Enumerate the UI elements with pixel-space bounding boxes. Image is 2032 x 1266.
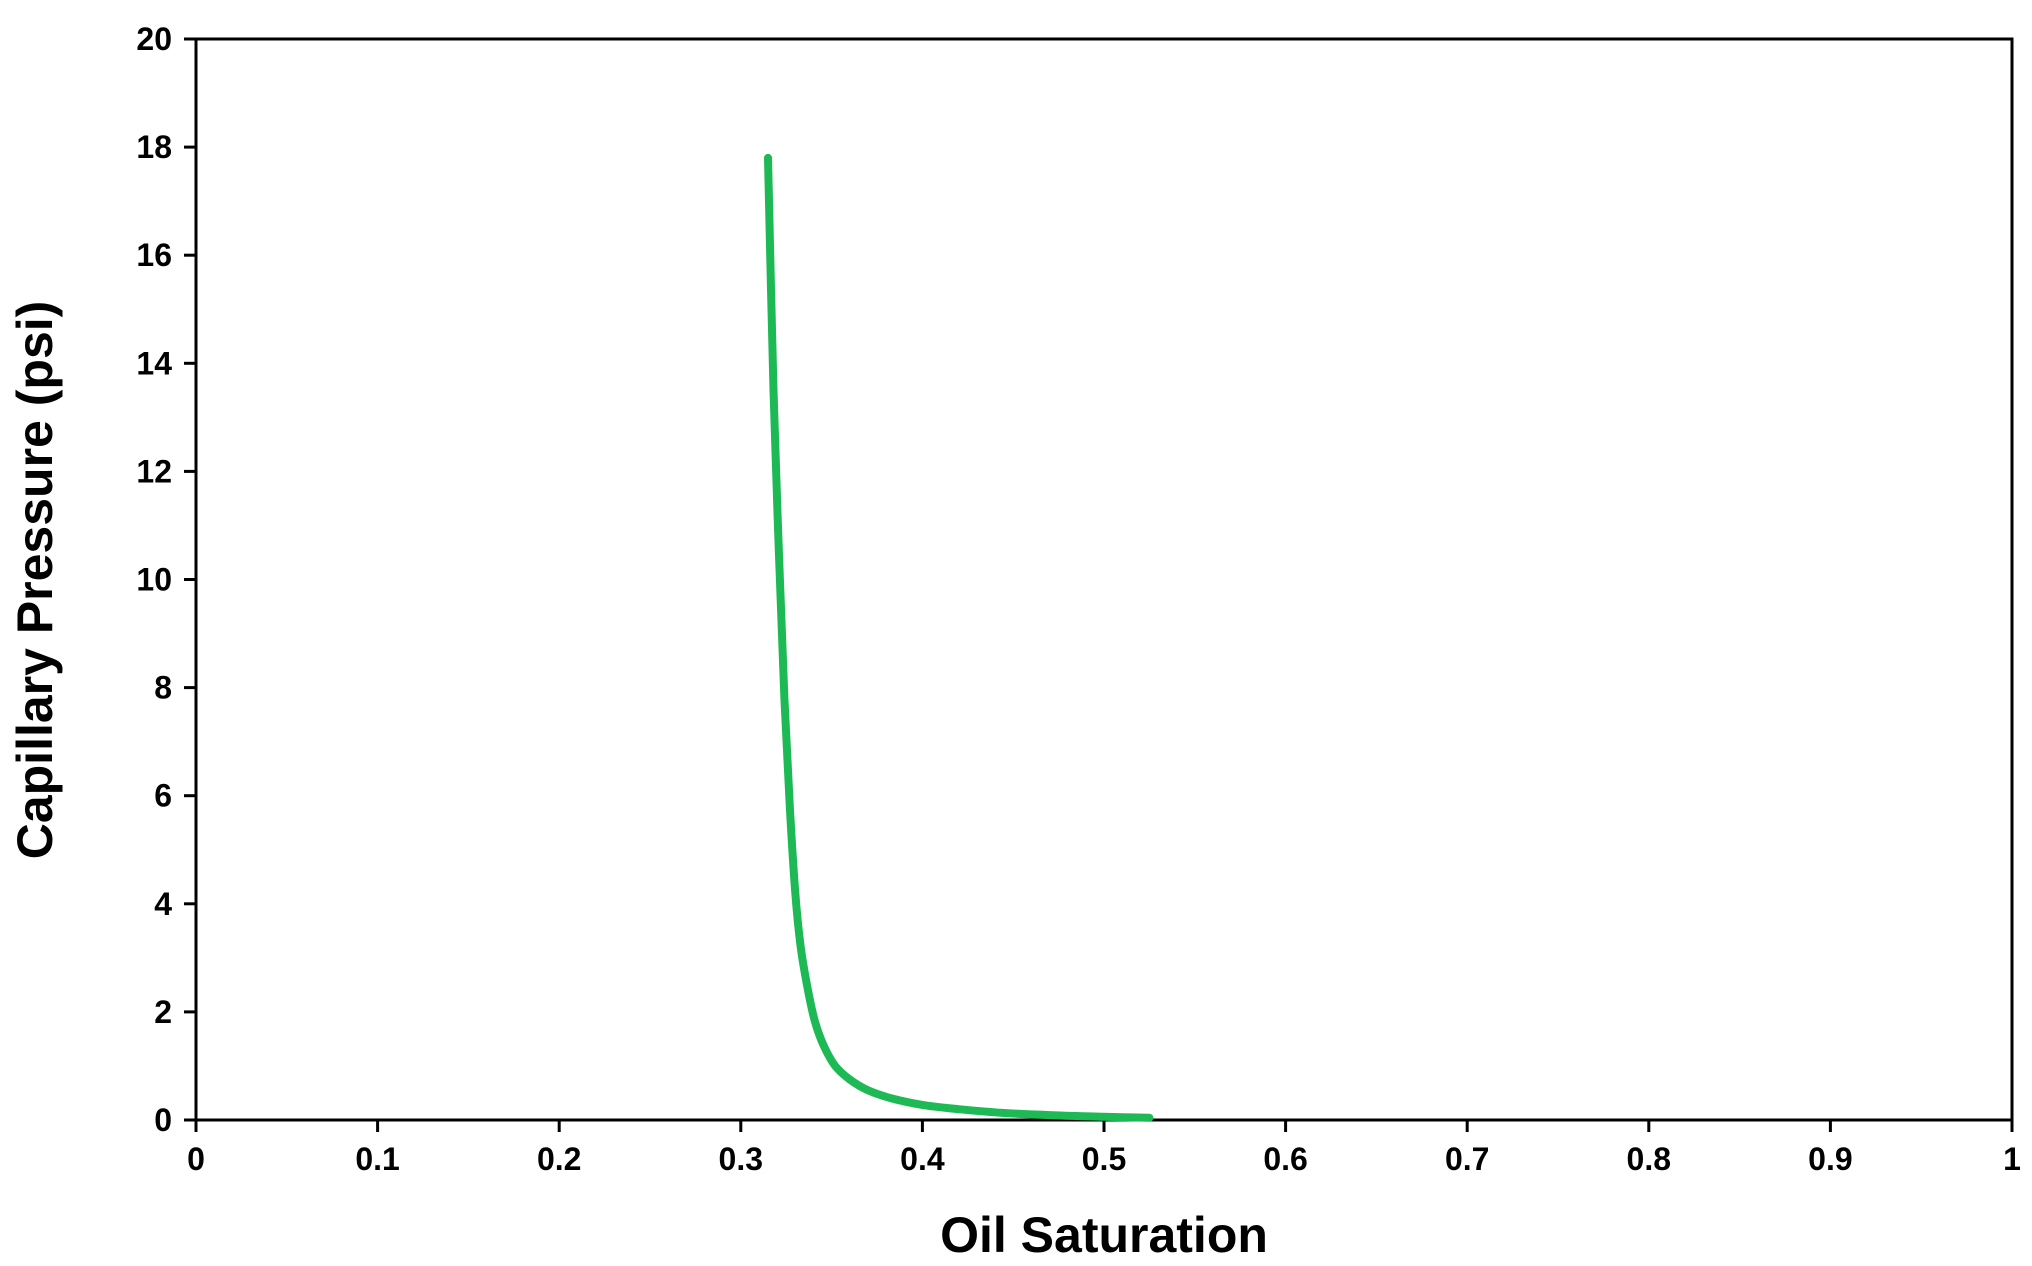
x-tick-label: 0.7: [1445, 1141, 1489, 1177]
y-tick-label: 12: [136, 453, 172, 489]
y-tick-label: 10: [136, 562, 172, 598]
plot-frame: [194, 37, 2014, 1122]
x-tick-label: 0.3: [719, 1141, 763, 1177]
y-tick-label: 4: [154, 886, 172, 922]
series-line: [764, 153, 1154, 1122]
x-tick-label: 0.8: [1627, 1141, 1671, 1177]
y-tick-label: 0: [154, 1102, 172, 1138]
y-tick-label: 2: [154, 994, 172, 1030]
x-tick-label: 0: [187, 1141, 205, 1177]
y-tick-label: 8: [154, 670, 172, 706]
y-axis-ticks: 0 2 4 6 8 10 12 14 16 18 20: [136, 21, 196, 1138]
x-tick-label: 1: [2003, 1141, 2021, 1177]
y-tick-label: 14: [136, 345, 172, 381]
x-axis-ticks: 0 0.1 0.2 0.3 0.4 0.5 0.6 0.7 0.8 0.9 1: [187, 1120, 2021, 1177]
y-tick-label: 16: [136, 237, 172, 273]
x-tick-label: 0.4: [900, 1141, 945, 1177]
x-tick-label: 0.9: [1808, 1141, 1852, 1177]
y-axis-title: Capillary Pressure (psi): [7, 301, 63, 860]
x-axis-title: Oil Saturation: [940, 1207, 1268, 1263]
x-tick-label: 0.1: [355, 1141, 399, 1177]
y-tick-label: 6: [154, 778, 172, 814]
y-tick-label: 20: [136, 21, 172, 57]
x-tick-label: 0.2: [537, 1141, 581, 1177]
series-layer: [764, 153, 1154, 1122]
y-tick-label: 18: [136, 129, 172, 165]
x-tick-label: 0.6: [1263, 1141, 1307, 1177]
x-tick-label: 0.5: [1082, 1141, 1126, 1177]
